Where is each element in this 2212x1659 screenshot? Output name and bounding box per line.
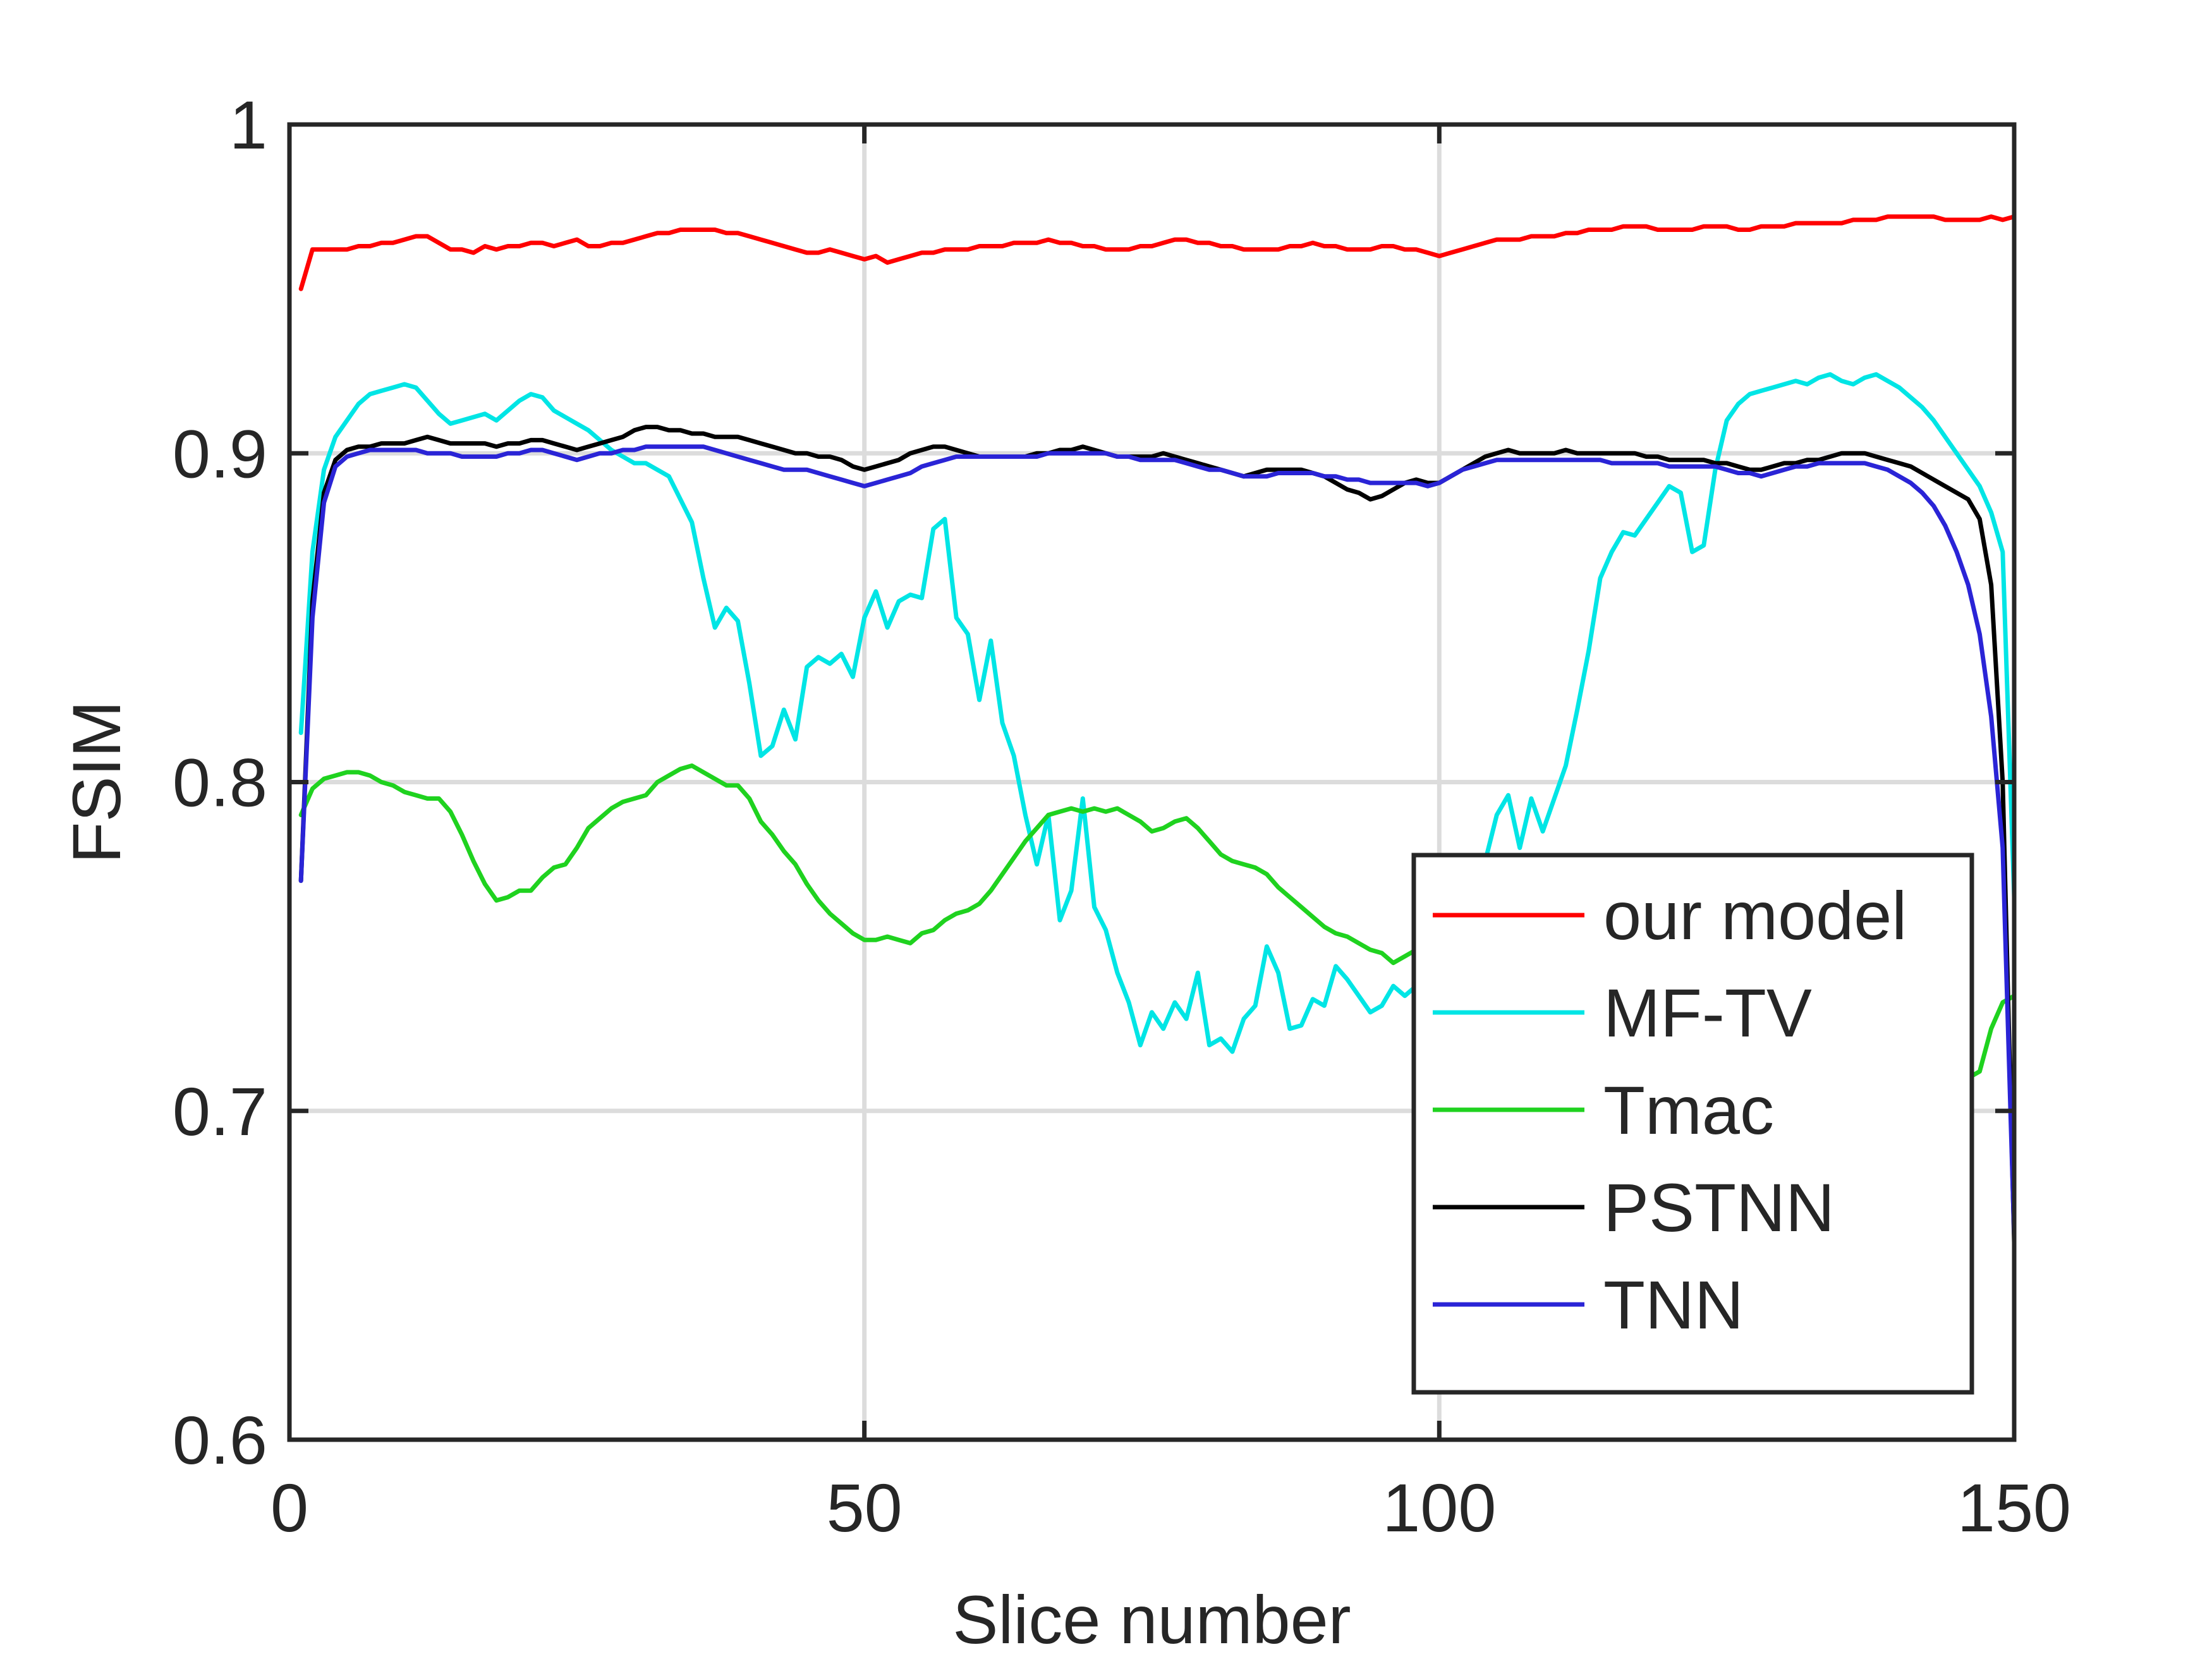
series-line-tnn <box>298 444 2017 1238</box>
y-tick-label: 1 <box>229 87 267 163</box>
legend-label: PSTNN <box>1603 1169 1835 1246</box>
x-tick-label: 0 <box>270 1469 308 1546</box>
x-axis-label: Slice number <box>952 1581 1351 1658</box>
series-line-our-model <box>298 214 2017 291</box>
x-tick-label: 50 <box>827 1469 902 1546</box>
y-tick-label: 0.7 <box>173 1073 267 1150</box>
y-axis-label: FSIM <box>58 701 135 864</box>
series-line-pstnn <box>298 425 2017 1245</box>
legend: our model MF-TV Tmac PSTNN TNN <box>1411 853 1974 1395</box>
series-line-mf-tv <box>298 372 2017 1054</box>
y-tick-label: 0.9 <box>173 415 267 492</box>
y-tick-label: 0.8 <box>173 744 267 821</box>
legend-label: MF-TV <box>1603 975 1812 1051</box>
x-tick-label: 100 <box>1382 1469 1496 1546</box>
legend-label: our model <box>1603 877 1907 954</box>
y-tick-label: 0.6 <box>173 1402 267 1478</box>
axis-ticks: 0 50 100 150 0.6 0.7 0.8 0.9 1 <box>173 87 2071 1546</box>
x-tick-label: 150 <box>1957 1469 2071 1546</box>
legend-label: Tmac <box>1603 1072 1774 1148</box>
legend-label: TNN <box>1603 1267 1744 1343</box>
